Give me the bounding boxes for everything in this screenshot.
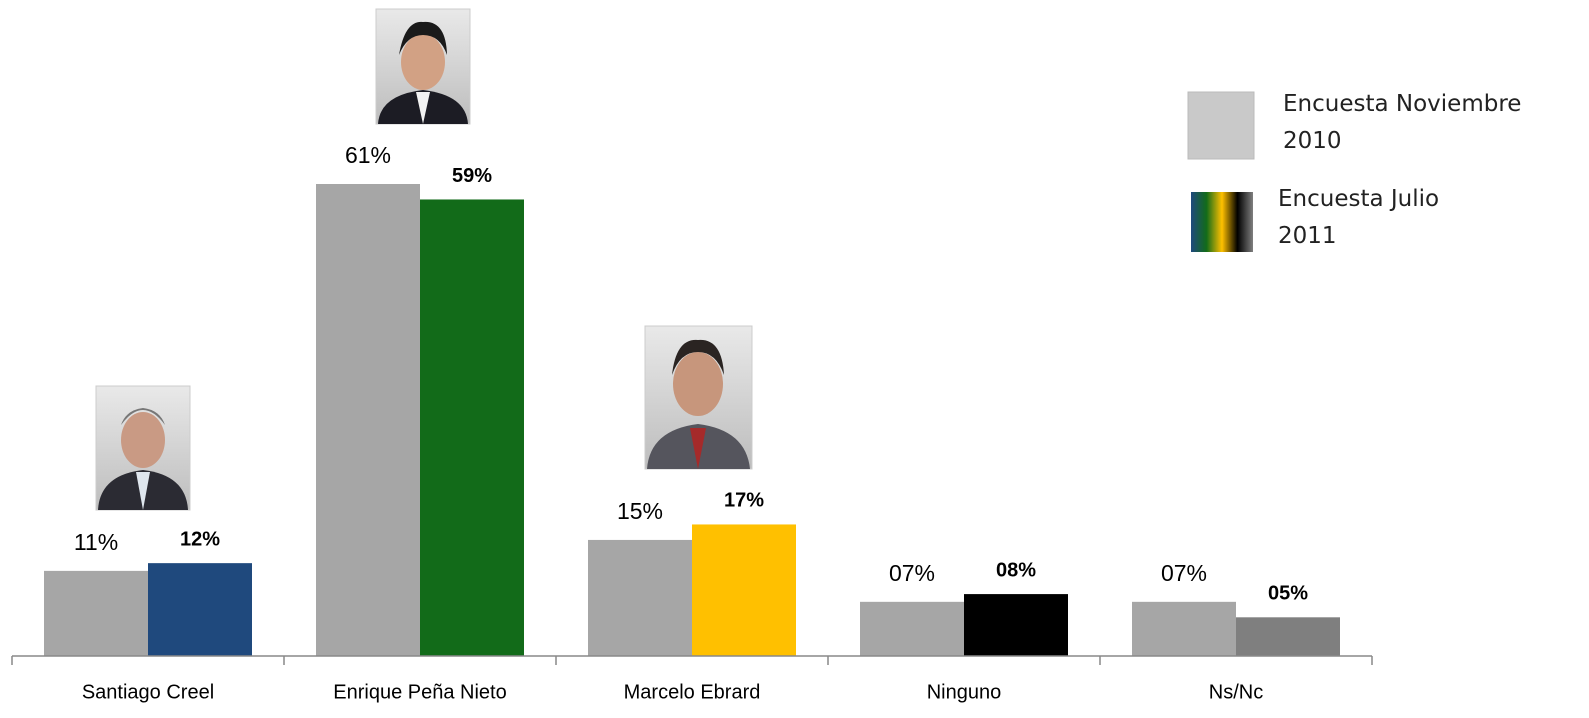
- value-label: 12%: [180, 528, 220, 550]
- portrait: [96, 386, 190, 510]
- chart: Santiago Creel 11% 12% Enrique Peña Nieto 61…: [0, 0, 1589, 718]
- legend-swatch: [1188, 92, 1254, 159]
- value-label: 15%: [617, 498, 663, 524]
- value-label: 59%: [452, 165, 492, 187]
- x-tick-label: Ns/Nc: [1209, 681, 1263, 703]
- portrait: [376, 9, 470, 124]
- value-label: 07%: [1161, 560, 1207, 586]
- bar: [316, 184, 420, 656]
- bar: [420, 199, 524, 656]
- x-tick-label: Marcelo Ebrard: [624, 681, 761, 703]
- value-label: 08%: [996, 559, 1036, 581]
- bar: [148, 563, 252, 656]
- bar: [1236, 617, 1340, 656]
- value-label: 11%: [74, 529, 118, 555]
- legend-label: Encuesta Noviembre 2010: [1283, 86, 1573, 160]
- value-label: 61%: [345, 142, 391, 168]
- x-tick-label: Enrique Peña Nieto: [333, 681, 506, 703]
- value-label: 17%: [724, 490, 764, 512]
- legend-swatch: [1191, 192, 1253, 252]
- value-label: 07%: [889, 560, 935, 586]
- portrait: [645, 326, 752, 469]
- bar: [1132, 602, 1236, 656]
- x-tick-label: Ninguno: [927, 681, 1002, 703]
- bar: [860, 602, 964, 656]
- bar: [44, 571, 148, 656]
- value-label: 05%: [1268, 583, 1308, 605]
- x-tick-label: Santiago Creel: [82, 681, 214, 703]
- bar: [588, 540, 692, 656]
- bar: [964, 594, 1068, 656]
- legend-label: Encuesta Julio 2011: [1278, 181, 1468, 255]
- bar: [692, 524, 796, 656]
